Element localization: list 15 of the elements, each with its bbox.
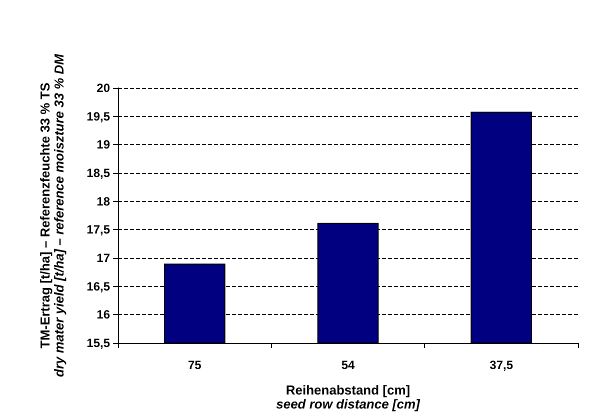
y-tick-label: 17,5 [86, 222, 110, 237]
y-tick-label: 18 [96, 194, 110, 208]
x-tick-label: 75 [188, 358, 202, 372]
y-tick-label: 19 [96, 138, 110, 152]
y-tick-label: 18,5 [86, 166, 110, 180]
y-tick-label: 17 [96, 251, 110, 265]
y-tick-label: 16 [96, 308, 110, 322]
y-axis-title: TM-Ertrag [t/ha] – Referenzfeuchte 33 % TS dry mater yield [t/ha] – reference moiszture 33 % DM [38, 52, 66, 377]
y-tick-label: 15,5 [86, 336, 110, 350]
x-axis-title: Reihenabstand [cm] seed row distance [cm] [276, 382, 421, 412]
x-tick-label: 54 [341, 358, 355, 372]
y-tick-label: 16,5 [86, 279, 110, 294]
x-tick-label: 37,5 [490, 358, 514, 372]
y-tick-label: 19,5 [86, 109, 110, 124]
y-tick-label: 20 [96, 81, 110, 95]
